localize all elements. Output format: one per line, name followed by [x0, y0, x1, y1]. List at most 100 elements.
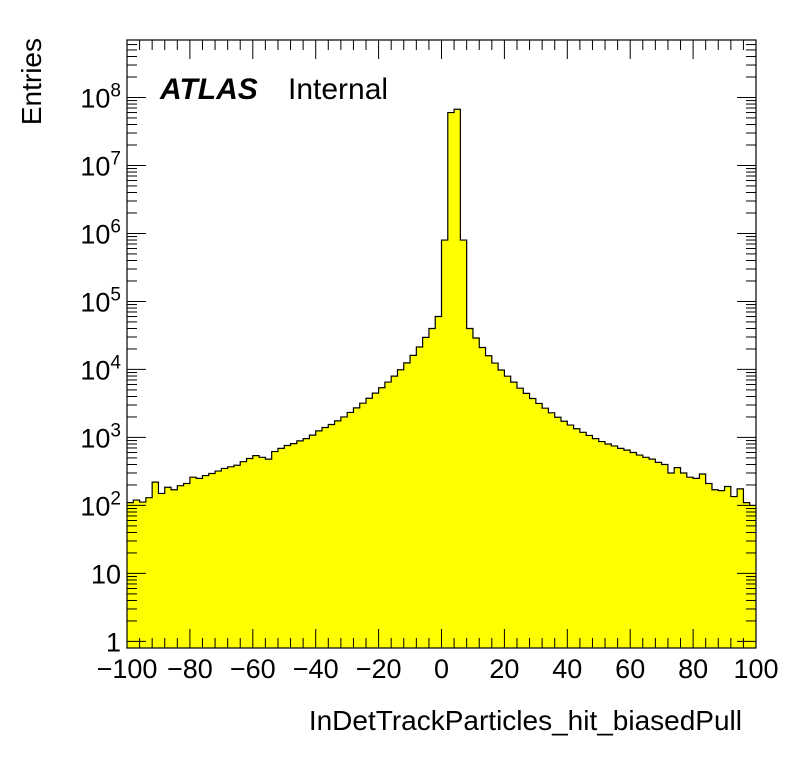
histogram-bar	[441, 240, 449, 648]
histogram-bar	[567, 425, 574, 648]
histogram-bar	[479, 347, 486, 648]
atlas-label: ATLAS	[159, 73, 258, 106]
histogram-bar	[416, 346, 424, 648]
y-tick-label: 104	[80, 352, 121, 385]
histogram-bar	[561, 421, 568, 648]
histogram-bar	[366, 398, 373, 648]
x-tick-label: −20	[356, 654, 402, 684]
histogram-bar	[743, 502, 751, 648]
histogram-bar	[472, 337, 480, 648]
histogram-bar	[227, 466, 235, 648]
histogram-bar	[598, 441, 606, 648]
y-tick-label: 108	[80, 80, 121, 113]
x-tick-label: 20	[489, 654, 519, 684]
y-tick-label: 102	[80, 488, 121, 521]
x-tick-label: 40	[552, 654, 582, 684]
histogram-bar	[328, 424, 335, 648]
histogram-bar	[617, 448, 625, 648]
x-tick-label: −60	[230, 654, 276, 684]
histogram-bar	[221, 468, 229, 648]
histogram-bar	[485, 355, 493, 648]
x-tick-label: −80	[167, 654, 213, 684]
histogram-bar	[516, 388, 524, 648]
histogram-bar	[309, 435, 317, 648]
histogram-bar	[579, 432, 587, 648]
x-axis-title: InDetTrackParticles_hit_biasedPull	[309, 705, 742, 736]
y-tick-label: 107	[80, 148, 121, 181]
histogram-bar	[730, 496, 738, 648]
histogram-bar	[548, 412, 556, 648]
histogram-bar	[152, 482, 159, 648]
histogram-bar	[384, 382, 392, 648]
histogram-bar	[277, 448, 285, 648]
histogram-bar	[655, 462, 663, 648]
histogram-bar	[460, 240, 468, 648]
histogram-bar	[498, 370, 505, 648]
histogram-bar	[630, 452, 637, 648]
histogram-bar	[718, 490, 725, 648]
histogram-bar	[705, 483, 713, 648]
y-axis-title: Entries	[16, 38, 47, 125]
histogram-bar	[523, 393, 530, 648]
y-tick-labels: 1 10 102 103 104 105 106 107 108	[80, 80, 121, 657]
histogram-bar	[127, 502, 134, 648]
histogram-bar	[529, 398, 537, 648]
histogram-bar	[347, 412, 354, 648]
histogram-bar	[334, 420, 342, 648]
x-tick-label: 100	[733, 654, 778, 684]
histogram-bar	[542, 408, 549, 648]
histogram-bar	[605, 444, 612, 648]
histogram-bar	[265, 459, 273, 648]
y-tick-label: 10	[91, 559, 121, 589]
x-tick-label: −100	[97, 654, 158, 684]
histogram-bar	[372, 393, 379, 648]
histogram-bar	[724, 486, 732, 648]
histogram-bar	[410, 355, 417, 648]
histogram-bar	[686, 477, 694, 648]
histogram-bar	[397, 369, 405, 648]
histogram-bar	[428, 328, 436, 648]
histogram-bar	[246, 458, 254, 648]
histogram-bar	[737, 488, 744, 648]
histogram-bar	[208, 473, 216, 648]
x-tick-label: 0	[434, 654, 449, 684]
histogram-bar	[271, 451, 279, 648]
histogram-bar	[403, 362, 411, 648]
histogram-bar	[649, 459, 656, 648]
histogram-bar	[340, 416, 348, 648]
histogram-bar	[592, 438, 600, 648]
histogram-bar	[674, 467, 681, 648]
histogram-bar	[667, 472, 675, 648]
x-tick-labels: −100 −80 −60 −40 −20 0 20 40 60 80 100	[97, 654, 779, 684]
x-tick-label: 60	[615, 654, 645, 684]
histogram-bars	[127, 109, 757, 649]
histogram-bar	[466, 328, 474, 648]
histogram-bar	[233, 465, 241, 648]
histogram-bar	[623, 450, 631, 648]
histogram-bar	[133, 500, 140, 648]
histogram-bar	[296, 440, 304, 648]
histogram-bar	[573, 428, 581, 648]
histogram-bar	[611, 445, 619, 648]
histogram-bar	[158, 493, 166, 648]
histogram-bar	[359, 403, 367, 648]
histogram-bar	[636, 455, 644, 648]
x-tick-label: −40	[293, 654, 339, 684]
histogram-bar	[284, 445, 291, 648]
histogram-bar	[491, 363, 499, 648]
histogram-bar	[315, 430, 323, 648]
histogram-bar	[202, 475, 210, 648]
x-tick-label: 80	[678, 654, 708, 684]
histogram-bar	[183, 483, 191, 648]
histogram-bar	[240, 461, 247, 648]
histogram-bar	[378, 387, 386, 648]
histogram-bar	[422, 337, 430, 648]
histogram-bar	[586, 435, 593, 648]
histogram-outline	[127, 108, 756, 507]
histogram-bar	[661, 464, 669, 648]
histogram-bar	[435, 316, 442, 648]
histogram-bar	[504, 376, 512, 648]
histogram-bar	[252, 455, 260, 648]
histogram-bar	[554, 417, 562, 648]
internal-label: Internal	[288, 73, 388, 106]
